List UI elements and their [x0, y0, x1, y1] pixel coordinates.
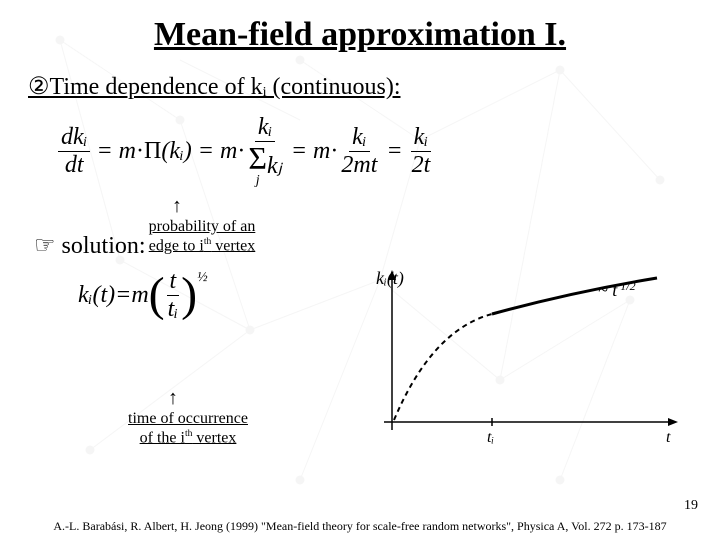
annotation-time: time of occurrence of the ith vertex: [98, 410, 278, 447]
page-number: 19: [684, 498, 698, 514]
subtitle-text: Time dependence of kᵢ (continuous):: [50, 74, 401, 100]
subtitle-marker: ②: [28, 73, 50, 100]
chart-ylabel: kᵢ(t): [376, 270, 404, 289]
subtitle: ②Time dependence of kᵢ (continuous):: [28, 72, 692, 101]
chart-xlabel: t: [666, 429, 671, 446]
chart-xtick: tᵢ: [487, 429, 494, 446]
chart-curve-label: ~ t: [598, 280, 618, 300]
svg-text:~ t 1/2: ~ t 1/2: [598, 279, 636, 300]
arrow-annotation-1: ↑: [172, 196, 182, 216]
citation: A.-L. Barabási, R. Albert, H. Jeong (199…: [0, 519, 720, 534]
eq-lhs-num: dkᵢ: [58, 124, 90, 152]
annotation-probability: probability of an edge to ith vertex: [122, 218, 282, 255]
hand-icon: ☞: [34, 232, 56, 259]
slide-title: Mean-field approximation I.: [28, 16, 692, 54]
growth-chart: kᵢ(t) ~ t 1/2 tᵢ t: [372, 270, 682, 450]
arrow-annotation-2: ↑: [168, 388, 178, 408]
eq-lhs-den: dt: [62, 152, 87, 179]
main-equation: dkᵢ dt = m · Π (kᵢ) = m · kᵢ Σ j kⱼ = m …: [58, 111, 692, 191]
